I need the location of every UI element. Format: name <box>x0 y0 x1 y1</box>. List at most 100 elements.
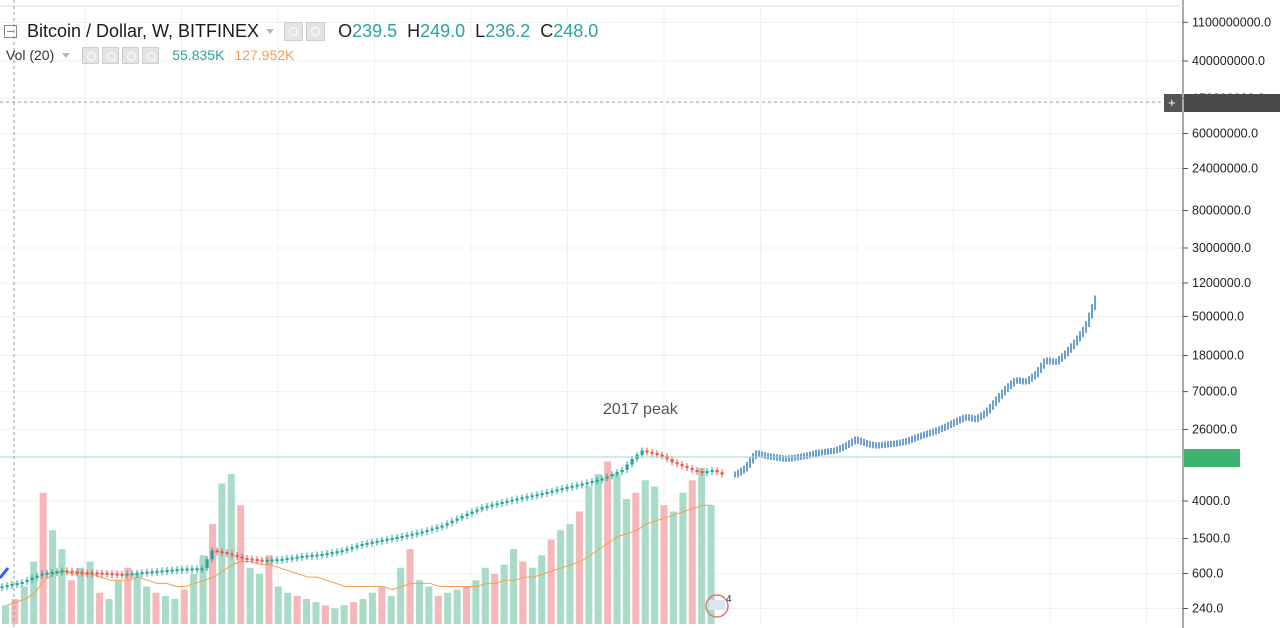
volume-study-label[interactable]: Vol (20) <box>6 47 55 63</box>
candle-body <box>480 507 484 510</box>
high-value: 249.0 <box>420 20 466 41</box>
candle-body <box>475 509 479 512</box>
low-key: L <box>475 20 486 41</box>
candle-body <box>145 571 149 574</box>
candle-body <box>495 503 499 506</box>
candle-body <box>710 469 714 472</box>
volume-ma-line <box>6 504 713 606</box>
candle-body <box>565 486 569 489</box>
eye-icon[interactable] <box>82 46 100 64</box>
volume-bar <box>77 567 85 624</box>
candle-body <box>270 559 274 562</box>
close-value: 248.0 <box>553 20 599 41</box>
volume-bar <box>585 486 593 624</box>
candle-body <box>70 570 74 573</box>
volume-bar <box>11 599 19 624</box>
candle-body <box>585 482 589 485</box>
candle-body <box>190 568 194 571</box>
volume-bar <box>39 492 47 624</box>
y-tick-label: 1100000000.0 <box>1192 15 1271 29</box>
high-key: H <box>407 20 421 41</box>
candle-body <box>465 513 469 517</box>
candle-body <box>85 572 89 575</box>
volume-bar <box>246 567 254 624</box>
candle-body <box>410 533 414 536</box>
candle-body <box>385 538 389 541</box>
y-tick-label: 1200000.0 <box>1192 276 1251 290</box>
candle-body <box>425 530 429 533</box>
y-tick-label: 400000000.0 <box>1192 54 1265 68</box>
volume-bar <box>124 567 132 624</box>
candle-body <box>380 539 384 542</box>
candle-body <box>370 541 374 544</box>
volume-bar <box>698 467 706 624</box>
volume-bar <box>613 474 621 624</box>
candle-body <box>140 572 144 575</box>
candle-body <box>545 491 549 494</box>
candle-body <box>35 575 39 578</box>
volume-bar <box>30 561 38 624</box>
crosshair-add-button <box>1164 94 1182 112</box>
volume-bar <box>462 586 470 624</box>
candle-body <box>45 572 49 575</box>
candle-body <box>670 459 674 463</box>
current-price-tag <box>1184 449 1240 467</box>
open-value: 239.5 <box>352 20 398 41</box>
volume-legend: Vol (20) 55.835K 127.952K <box>6 46 294 64</box>
candle-body <box>595 479 599 482</box>
candle-body <box>240 556 244 559</box>
candle-body <box>55 571 59 574</box>
volume-bar <box>58 549 66 624</box>
volume-bar <box>208 524 216 624</box>
volume-bar <box>265 555 273 624</box>
candle-body <box>470 511 474 514</box>
candle-body <box>25 579 29 583</box>
settings-icon[interactable] <box>284 21 304 41</box>
chevron-down-icon[interactable] <box>266 28 275 34</box>
y-tick-label: 500000.0 <box>1192 309 1244 323</box>
volume-bar <box>359 599 367 624</box>
candle-body <box>265 559 269 562</box>
collapse-icon[interactable] <box>4 24 17 38</box>
candle-body <box>325 553 329 556</box>
candle-body <box>295 556 299 559</box>
hide-icon[interactable] <box>306 21 326 41</box>
gear-icon[interactable] <box>102 46 120 64</box>
candle-body <box>530 495 534 498</box>
candle-body <box>120 573 124 576</box>
volume-bar <box>161 595 169 624</box>
candle-body <box>510 499 514 502</box>
candle-body <box>330 552 334 555</box>
candle-body <box>75 571 79 574</box>
candle-body <box>315 554 319 557</box>
low-value: 236.2 <box>485 20 531 41</box>
candle-body <box>450 520 454 524</box>
candle-body <box>180 568 184 571</box>
candle-body <box>630 458 634 465</box>
candle-body <box>5 585 9 588</box>
candle-body <box>95 572 99 575</box>
symbol-title[interactable]: Bitcoin / Dollar, W, BITFINEX <box>27 20 260 41</box>
candle-body <box>200 568 204 571</box>
volume-bar <box>96 592 104 624</box>
candle-body <box>535 494 539 497</box>
candle-body <box>625 464 629 470</box>
volume-value: 55.835K <box>172 47 225 63</box>
candle-body <box>560 488 564 491</box>
close-icon[interactable] <box>142 46 160 64</box>
candle-body <box>445 523 449 526</box>
volume-bar <box>472 580 480 624</box>
candle-body <box>10 584 14 587</box>
volume-bar <box>415 580 423 624</box>
candle-body <box>575 484 579 487</box>
volume-bar <box>190 574 198 624</box>
y-tick-label: 240.0 <box>1192 602 1223 616</box>
volume-bar <box>425 586 433 624</box>
volume-bar <box>274 586 282 624</box>
symbol-legend: Bitcoin / Dollar, W, BITFINEX O 239.5 H 24… <box>4 19 598 43</box>
plus-icon[interactable] <box>122 46 140 64</box>
candle-body <box>360 543 364 546</box>
candle-body <box>210 550 214 560</box>
chevron-down-icon[interactable] <box>62 52 71 58</box>
